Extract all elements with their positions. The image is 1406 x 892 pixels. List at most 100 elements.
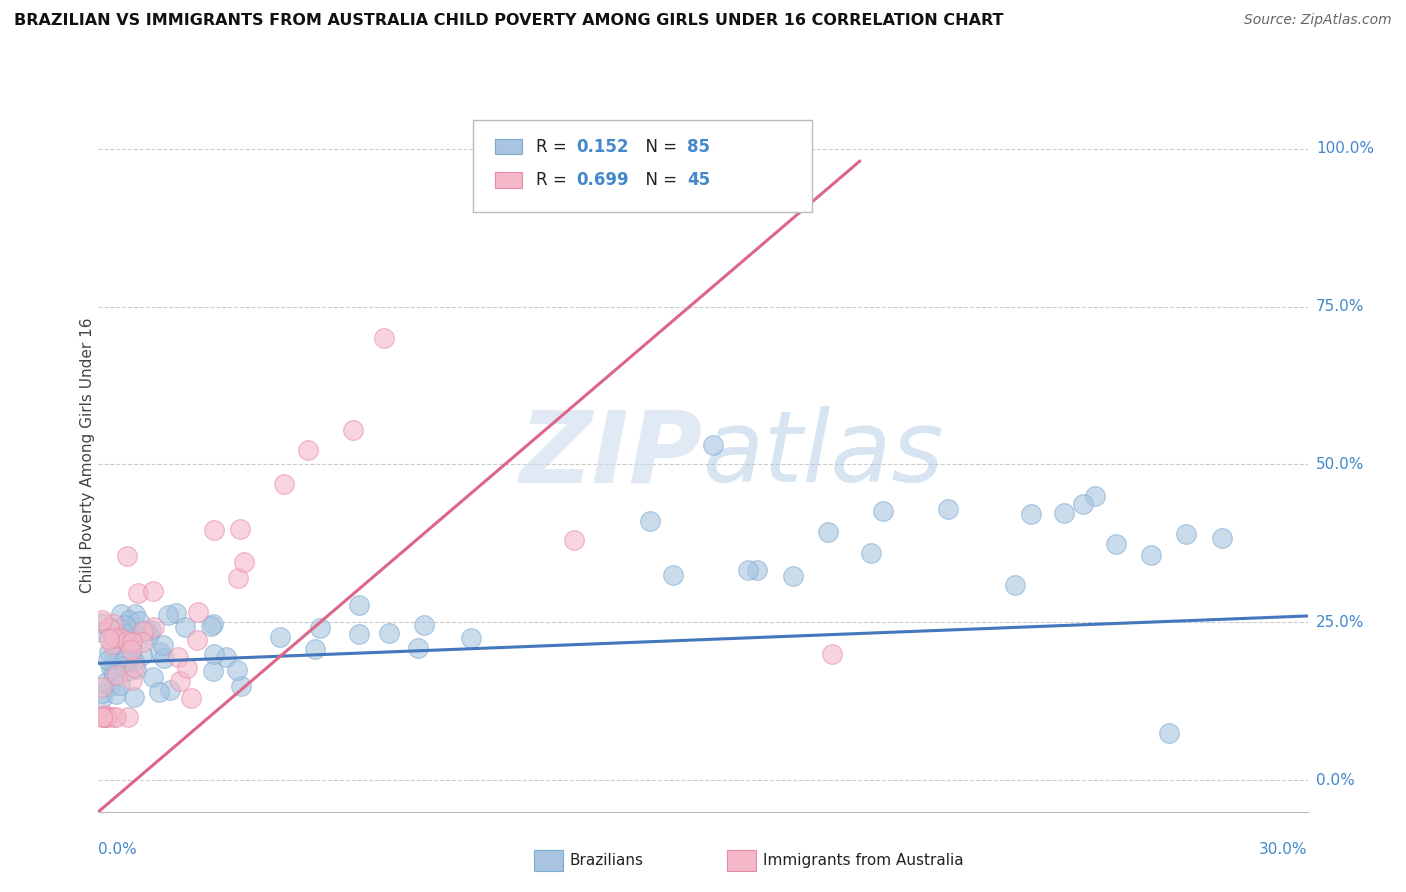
Point <box>114 626 136 640</box>
Point <box>176 661 198 675</box>
Point <box>101 617 124 632</box>
Point <box>662 567 685 582</box>
Point <box>124 607 146 621</box>
Point <box>100 661 122 675</box>
Point <box>215 650 238 665</box>
Point <box>94 707 117 722</box>
Point <box>141 670 163 684</box>
Text: BRAZILIAN VS IMMIGRANTS FROM AUSTRALIA CHILD POVERTY AMONG GIRLS UNDER 16 CORREL: BRAZILIAN VS IMMIGRANTS FROM AUSTRALIA C… <box>14 13 1004 29</box>
Text: 25.0%: 25.0% <box>1316 615 1364 630</box>
Text: R =: R = <box>536 171 572 189</box>
Point <box>1071 497 1094 511</box>
FancyBboxPatch shape <box>495 172 522 188</box>
Text: Brazilians: Brazilians <box>569 853 644 868</box>
Point <box>98 645 121 659</box>
Point <box>103 632 125 646</box>
Point <box>1157 726 1180 740</box>
Point <box>91 686 114 700</box>
Point <box>1140 548 1163 562</box>
Point <box>98 632 121 646</box>
Point <box>702 438 724 452</box>
Point <box>110 607 132 622</box>
Point <box>91 625 114 640</box>
Point <box>97 621 120 635</box>
Y-axis label: Child Poverty Among Girls Under 16: Child Poverty Among Girls Under 16 <box>80 318 94 592</box>
Text: R =: R = <box>536 137 572 155</box>
Point <box>202 647 225 661</box>
Point <box>747 563 769 577</box>
Point <box>821 647 844 661</box>
Point <box>562 533 585 548</box>
Text: atlas: atlas <box>703 407 945 503</box>
Text: 45: 45 <box>688 171 710 189</box>
Point <box>98 680 121 694</box>
Point <box>1174 527 1197 541</box>
Point <box>94 676 117 690</box>
Point <box>226 571 249 585</box>
Text: 50.0%: 50.0% <box>1316 457 1364 472</box>
Point <box>104 710 127 724</box>
Point <box>125 662 148 676</box>
Point <box>93 710 115 724</box>
Point <box>120 639 142 653</box>
Point <box>114 618 136 632</box>
Point <box>1105 537 1128 551</box>
Point <box>304 641 326 656</box>
Point <box>373 331 395 345</box>
Point <box>342 423 364 437</box>
Point <box>148 685 170 699</box>
Point <box>110 678 132 692</box>
Text: N =: N = <box>636 137 683 155</box>
Point <box>101 637 124 651</box>
Point <box>201 665 224 679</box>
Point <box>127 586 149 600</box>
Point <box>135 624 157 638</box>
Point <box>131 624 153 639</box>
Point <box>143 620 166 634</box>
Point <box>148 645 170 659</box>
Text: 75.0%: 75.0% <box>1316 299 1364 314</box>
Point <box>186 632 208 647</box>
Point <box>117 632 139 647</box>
Point <box>169 674 191 689</box>
Point <box>165 606 187 620</box>
Point <box>118 613 141 627</box>
Point <box>96 710 118 724</box>
Point <box>378 625 401 640</box>
Point <box>121 673 143 688</box>
Point <box>117 710 139 724</box>
Point <box>122 660 145 674</box>
Point <box>110 622 132 636</box>
Point <box>1004 578 1026 592</box>
Point <box>112 659 135 673</box>
Point <box>640 515 662 529</box>
Point <box>105 688 128 702</box>
Text: 0.699: 0.699 <box>576 171 628 189</box>
Point <box>180 690 202 705</box>
Point <box>860 546 883 560</box>
Point <box>120 643 142 657</box>
Point <box>1084 489 1107 503</box>
Point <box>269 630 291 644</box>
Point <box>97 653 120 667</box>
Point <box>817 525 839 540</box>
Point <box>273 476 295 491</box>
Point <box>121 635 143 649</box>
Point <box>108 621 131 635</box>
Point <box>1211 531 1233 545</box>
Point <box>104 649 127 664</box>
Text: 100.0%: 100.0% <box>1316 141 1374 156</box>
Point <box>202 523 225 537</box>
Point <box>93 710 115 724</box>
Point <box>91 613 114 627</box>
Point <box>187 605 209 619</box>
Point <box>201 616 224 631</box>
Text: 0.0%: 0.0% <box>1316 772 1354 788</box>
Point <box>91 710 114 724</box>
Point <box>167 650 190 665</box>
Point <box>737 563 759 577</box>
Point <box>347 599 370 613</box>
Point <box>174 620 197 634</box>
Point <box>131 634 153 648</box>
Point <box>94 710 117 724</box>
